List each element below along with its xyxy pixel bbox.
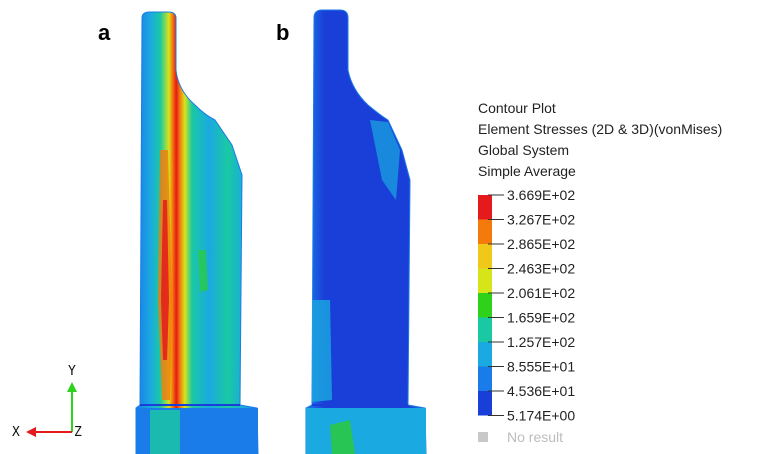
z-axis-label: Z <box>74 425 82 440</box>
y-axis-label: Y <box>68 364 76 379</box>
legend-header-line-1: Contour Plot <box>478 100 556 116</box>
panel-b-label: b <box>276 20 289 45</box>
panel-b: b <box>276 9 427 454</box>
legend-tick-label: 3.669E+02 <box>507 187 575 203</box>
no-result-label: No result <box>507 429 563 445</box>
legend-tick-label: 8.555E+01 <box>507 359 575 375</box>
legend-tick-label: 1.659E+02 <box>507 310 575 326</box>
legend-band <box>478 268 492 293</box>
part-b-edge-band <box>312 300 332 402</box>
legend-band <box>478 219 492 244</box>
part-b-base-band <box>330 420 355 454</box>
legend-header-line-3: Global System <box>478 142 569 158</box>
legend-tick-label: 2.061E+02 <box>507 285 575 301</box>
part-b-base <box>306 408 426 454</box>
no-result-swatch <box>478 432 488 442</box>
legend-tick-label: 4.536E+01 <box>507 383 575 399</box>
legend-band <box>478 244 492 269</box>
panel-a: a <box>98 11 259 454</box>
part-b-silhouette <box>305 9 427 454</box>
legend-band <box>478 366 492 391</box>
legend-tick-label: 2.865E+02 <box>507 236 575 252</box>
part-a-side-band <box>198 250 208 292</box>
part-a-base-band <box>150 410 180 454</box>
legend-tick-label: 5.174E+00 <box>507 408 575 424</box>
legend-tick-labels: 3.669E+02 3.267E+02 2.865E+02 2.463E+02 2.06… <box>488 187 575 424</box>
axis-triad: Y X Z <box>12 364 82 440</box>
legend-band <box>478 293 492 318</box>
legend-band <box>478 342 492 367</box>
legend-tick-label: 1.257E+02 <box>507 334 575 350</box>
part-b-edge-band-right <box>370 120 400 200</box>
part-a-hotspot-core <box>161 200 169 360</box>
stress-legend: Contour Plot Element Stresses (2D & 3D)(… <box>478 100 722 445</box>
panel-a-label: a <box>98 20 111 45</box>
part-a-silhouette <box>135 11 259 454</box>
legend-header-line-4: Simple Average <box>478 163 576 179</box>
legend-header-line-2: Element Stresses (2D & 3D)(vonMises) <box>478 121 722 137</box>
legend-band <box>478 391 492 416</box>
x-axis-label: X <box>12 425 20 440</box>
legend-band <box>478 195 492 220</box>
legend-tick-label: 3.267E+02 <box>507 212 575 228</box>
x-axis-arrow-icon <box>26 427 36 437</box>
y-axis-arrow-icon <box>67 382 77 392</box>
legend-tick-label: 2.463E+02 <box>507 261 575 277</box>
legend-color-bands <box>478 195 492 416</box>
legend-band <box>478 317 492 342</box>
